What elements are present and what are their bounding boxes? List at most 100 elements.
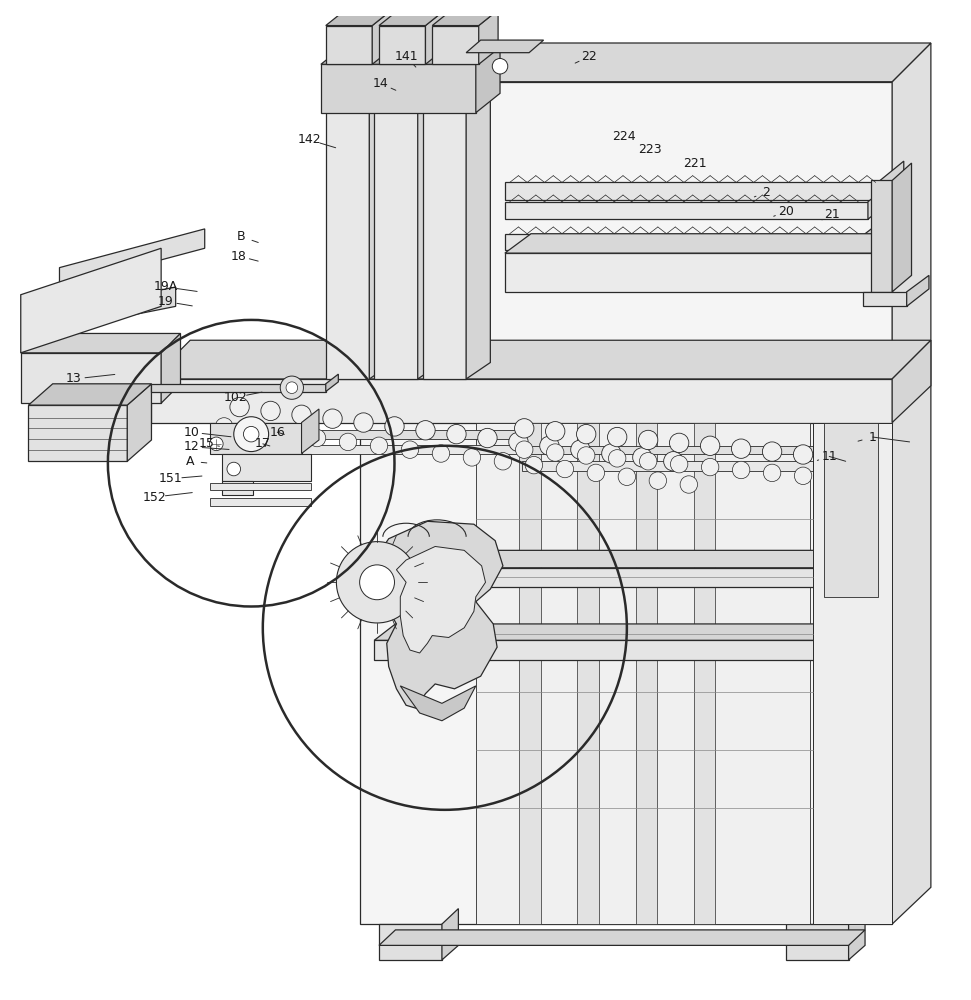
Polygon shape	[476, 423, 810, 924]
Text: 221: 221	[683, 157, 707, 170]
Polygon shape	[28, 384, 151, 405]
Circle shape	[609, 450, 626, 467]
Polygon shape	[871, 180, 892, 292]
Polygon shape	[59, 229, 205, 287]
Polygon shape	[127, 384, 151, 461]
Text: 2: 2	[762, 186, 770, 199]
Polygon shape	[325, 10, 391, 26]
Circle shape	[509, 432, 528, 452]
Polygon shape	[369, 57, 393, 379]
Circle shape	[210, 437, 223, 451]
Polygon shape	[222, 481, 253, 495]
Polygon shape	[418, 57, 442, 379]
Polygon shape	[396, 546, 486, 653]
Circle shape	[587, 464, 605, 482]
Polygon shape	[374, 521, 503, 708]
Polygon shape	[359, 82, 892, 924]
Polygon shape	[374, 568, 815, 587]
Text: 19A: 19A	[153, 280, 178, 293]
Polygon shape	[372, 10, 391, 64]
Circle shape	[663, 452, 683, 471]
Text: 1: 1	[869, 431, 877, 444]
Polygon shape	[379, 930, 865, 945]
Circle shape	[492, 58, 508, 74]
Text: 22: 22	[582, 50, 597, 63]
Polygon shape	[20, 333, 181, 353]
Circle shape	[619, 468, 636, 485]
Polygon shape	[636, 423, 656, 924]
Text: A: A	[185, 455, 194, 468]
Circle shape	[447, 424, 466, 444]
Text: 16: 16	[270, 426, 285, 439]
Circle shape	[608, 427, 627, 447]
Circle shape	[230, 397, 250, 417]
Circle shape	[244, 426, 259, 442]
Circle shape	[227, 462, 241, 476]
Polygon shape	[374, 640, 815, 660]
Circle shape	[359, 565, 394, 600]
Circle shape	[516, 441, 533, 458]
Text: 151: 151	[159, 472, 183, 485]
Polygon shape	[849, 909, 865, 960]
Polygon shape	[151, 384, 325, 392]
Circle shape	[546, 422, 565, 441]
Circle shape	[336, 542, 418, 623]
Text: 21: 21	[824, 208, 840, 221]
Circle shape	[556, 460, 574, 478]
Circle shape	[292, 405, 312, 424]
Polygon shape	[522, 461, 820, 471]
Circle shape	[515, 419, 534, 438]
Polygon shape	[210, 498, 312, 506]
Polygon shape	[881, 234, 907, 292]
Polygon shape	[813, 423, 892, 924]
Polygon shape	[892, 163, 912, 292]
Polygon shape	[479, 10, 498, 64]
Text: 223: 223	[638, 143, 662, 156]
Circle shape	[763, 464, 781, 482]
Text: 14: 14	[373, 77, 388, 90]
Circle shape	[633, 448, 653, 467]
Circle shape	[700, 436, 720, 455]
Text: 141: 141	[394, 50, 418, 63]
Circle shape	[793, 445, 813, 464]
Circle shape	[547, 444, 564, 461]
Polygon shape	[359, 43, 931, 82]
Text: 15: 15	[199, 437, 215, 450]
Polygon shape	[374, 57, 442, 74]
Circle shape	[669, 433, 688, 453]
Polygon shape	[222, 454, 312, 481]
Text: 11: 11	[821, 450, 837, 463]
Polygon shape	[824, 423, 878, 597]
Text: 152: 152	[143, 491, 166, 504]
Circle shape	[732, 461, 750, 479]
Circle shape	[478, 428, 497, 448]
Polygon shape	[422, 57, 490, 74]
Circle shape	[540, 436, 559, 455]
Polygon shape	[786, 924, 849, 960]
Circle shape	[670, 455, 687, 473]
Text: 20: 20	[778, 205, 793, 218]
Circle shape	[525, 456, 543, 474]
Circle shape	[247, 422, 264, 439]
Polygon shape	[374, 550, 836, 568]
Circle shape	[577, 424, 596, 444]
Polygon shape	[907, 275, 929, 306]
Polygon shape	[505, 253, 881, 292]
Circle shape	[216, 418, 233, 435]
Circle shape	[494, 453, 512, 470]
Polygon shape	[374, 624, 836, 640]
Circle shape	[731, 439, 751, 458]
Polygon shape	[161, 333, 181, 403]
Polygon shape	[522, 446, 820, 454]
Circle shape	[416, 421, 435, 440]
Polygon shape	[505, 182, 878, 200]
Circle shape	[639, 430, 657, 450]
Polygon shape	[28, 405, 127, 461]
Polygon shape	[374, 74, 418, 379]
Circle shape	[261, 401, 281, 421]
Polygon shape	[693, 423, 715, 924]
Polygon shape	[868, 182, 892, 219]
Circle shape	[234, 417, 269, 452]
Circle shape	[578, 447, 595, 464]
Circle shape	[370, 437, 387, 454]
